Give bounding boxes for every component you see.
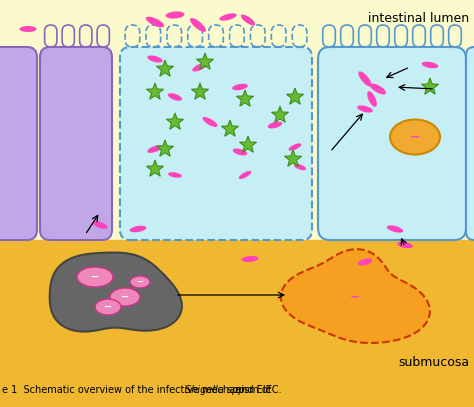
Polygon shape [237,90,254,106]
Ellipse shape [233,149,247,155]
Polygon shape [156,140,173,156]
Polygon shape [286,88,303,104]
Text: −: − [104,302,112,312]
Ellipse shape [390,120,440,155]
Ellipse shape [289,143,301,151]
FancyBboxPatch shape [120,47,312,240]
Text: submucosa: submucosa [398,356,469,369]
Polygon shape [239,136,256,152]
Ellipse shape [129,226,146,232]
Polygon shape [421,78,438,94]
Ellipse shape [397,242,413,248]
Ellipse shape [219,13,237,21]
Ellipse shape [190,18,206,32]
Ellipse shape [239,171,251,179]
Polygon shape [272,106,289,122]
Bar [0,0,474,240]
Ellipse shape [95,299,121,315]
Polygon shape [196,53,214,69]
Ellipse shape [370,83,386,94]
Text: −: − [410,131,420,144]
FancyBboxPatch shape [318,47,466,240]
Polygon shape [166,113,183,129]
Ellipse shape [165,11,184,19]
Ellipse shape [110,288,140,306]
Polygon shape [191,83,209,99]
Polygon shape [50,253,182,332]
Ellipse shape [358,71,372,87]
Ellipse shape [168,93,182,101]
Ellipse shape [202,117,218,127]
Ellipse shape [268,122,283,129]
Ellipse shape [168,172,182,178]
Polygon shape [146,160,164,176]
Ellipse shape [294,164,306,170]
Ellipse shape [387,225,403,233]
Ellipse shape [358,258,372,265]
Ellipse shape [192,63,208,72]
FancyBboxPatch shape [0,47,37,240]
Text: intestinal lumen: intestinal lumen [368,12,469,25]
Text: and EIEC.: and EIEC. [232,385,282,395]
Ellipse shape [130,276,150,288]
Text: −: − [350,291,360,304]
Text: −: − [91,272,99,282]
Polygon shape [156,60,173,76]
Ellipse shape [242,256,258,262]
Text: −: − [121,292,129,302]
Polygon shape [146,83,164,99]
Ellipse shape [232,84,248,90]
Polygon shape [221,120,238,136]
Ellipse shape [357,105,373,113]
Ellipse shape [92,221,108,229]
Ellipse shape [147,145,163,153]
Ellipse shape [19,26,36,32]
FancyBboxPatch shape [40,47,112,240]
Text: Shigella spp.: Shigella spp. [184,385,247,395]
Bar [0,240,474,407]
Ellipse shape [421,62,438,68]
Ellipse shape [77,267,113,287]
Ellipse shape [146,17,164,27]
Text: −: − [137,278,144,287]
FancyBboxPatch shape [466,47,474,240]
Polygon shape [281,249,430,343]
Ellipse shape [241,15,255,26]
Ellipse shape [147,55,163,63]
Polygon shape [284,150,301,166]
Ellipse shape [367,91,377,107]
Text: e 1  Schematic overview of the infective mechanism of: e 1 Schematic overview of the infective … [2,385,274,395]
